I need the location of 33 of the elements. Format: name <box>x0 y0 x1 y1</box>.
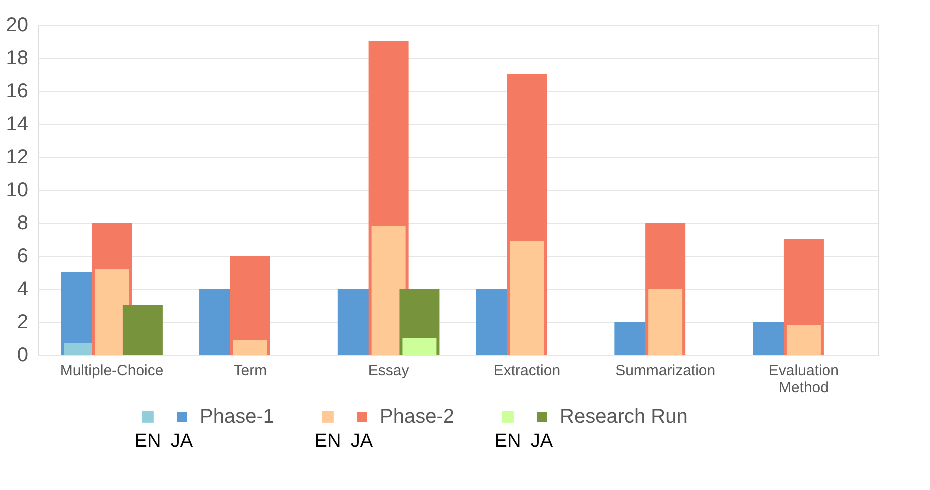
y-tick-label: 20 <box>6 14 28 36</box>
y-tick-label: 2 <box>17 312 28 334</box>
bar <box>402 338 437 355</box>
bar <box>233 340 268 355</box>
bar <box>510 241 544 355</box>
y-tick-label: 12 <box>6 146 28 168</box>
x-tick-label: Summarization <box>616 362 716 380</box>
legend-label: EN <box>314 431 342 452</box>
bar <box>122 306 163 355</box>
y-tick-label: 8 <box>17 212 28 234</box>
bar <box>786 325 821 355</box>
y-tick-label: 18 <box>6 48 28 70</box>
bar <box>648 289 683 355</box>
y-tick-label: 4 <box>17 278 28 300</box>
text: Phase-2 <box>380 406 454 428</box>
y-tick-label: 14 <box>6 114 28 136</box>
y-tick-label: 10 <box>6 180 28 202</box>
legend-label: JA <box>530 431 554 452</box>
x-tick-label: Evaluation Method <box>768 362 839 396</box>
x-tick-label: Essay <box>368 362 410 380</box>
text: Research Run <box>560 406 688 428</box>
y-tick-label: 0 <box>17 344 28 366</box>
legend-label: JA <box>350 431 374 452</box>
bar <box>372 226 406 355</box>
text: Phase-1 <box>200 406 274 428</box>
x-tick-label: Multiple-Choice <box>60 362 164 380</box>
legend-label: JA <box>170 431 194 452</box>
y-tick-label: 16 <box>6 80 28 102</box>
x-tick-label: Extraction <box>494 362 561 380</box>
legend-label: EN <box>494 431 522 452</box>
legend-label: EN <box>134 431 162 452</box>
x-tick-label: Term <box>234 362 268 380</box>
y-tick-label: 6 <box>17 246 28 268</box>
